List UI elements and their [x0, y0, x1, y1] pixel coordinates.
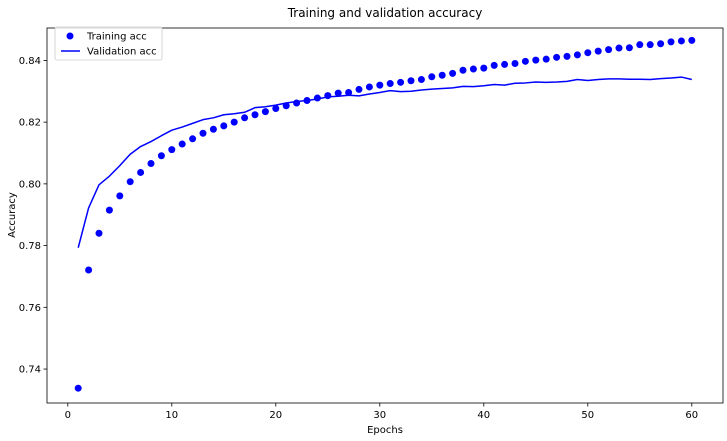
data-point-training — [95, 229, 103, 237]
y-axis: 0.74 0.76 0.78 0.80 0.82 0.84 — [19, 56, 47, 376]
data-point-training — [209, 125, 217, 133]
data-point-training — [511, 59, 519, 67]
data-point-training — [334, 89, 342, 97]
data-point-training — [261, 108, 269, 116]
legend-box — [54, 26, 163, 61]
legend-label-training: Training acc — [86, 32, 147, 43]
data-point-training — [417, 76, 425, 84]
y-tick-label: 0.74 — [19, 365, 41, 376]
data-point-training — [85, 266, 93, 274]
data-point-training — [573, 51, 581, 59]
x-tick-label: 40 — [477, 410, 490, 421]
x-tick-label: 20 — [269, 410, 282, 421]
data-point-training — [459, 66, 467, 74]
y-tick-label: 0.82 — [19, 118, 41, 129]
data-point-training — [438, 71, 446, 79]
data-point-training — [469, 65, 477, 73]
data-point-training — [116, 192, 124, 200]
x-tick-label: 10 — [165, 410, 178, 421]
data-point-training — [272, 105, 280, 113]
data-point-training — [178, 140, 186, 148]
data-point-training — [157, 152, 165, 160]
x-tick-label: 0 — [65, 410, 71, 421]
data-point-training — [542, 55, 550, 63]
legend-marker-training — [66, 32, 74, 40]
data-point-training — [355, 85, 363, 93]
legend-label-validation: Validation acc — [87, 47, 157, 58]
data-point-training — [147, 159, 155, 167]
data-point-training — [397, 78, 405, 86]
series-line-validation — [77, 76, 692, 248]
data-point-training — [605, 46, 613, 54]
plot-frame — [46, 27, 724, 404]
data-point-training — [490, 61, 498, 69]
data-point-training — [521, 57, 529, 65]
x-axis-title: Epochs — [367, 425, 403, 436]
chart-title: Training and validation accuracy — [287, 6, 483, 20]
y-tick-label: 0.76 — [19, 303, 41, 314]
data-point-training — [532, 56, 540, 64]
data-point-training — [199, 129, 207, 137]
y-tick-label: 0.84 — [19, 56, 41, 67]
data-point-training — [386, 80, 394, 88]
data-point-training — [407, 77, 415, 85]
data-point-training — [241, 114, 249, 122]
x-axis: 0 10 20 30 40 50 60 — [65, 403, 698, 421]
data-point-training — [553, 53, 561, 61]
legend: Training acc Validation acc — [54, 26, 163, 61]
data-point-training — [667, 38, 675, 46]
data-point-training — [501, 60, 509, 68]
data-point-training — [594, 47, 602, 55]
data-point-training — [688, 36, 696, 44]
data-point-training — [449, 69, 457, 77]
data-point-training — [428, 73, 436, 81]
x-tick-label: 50 — [581, 410, 594, 421]
x-tick-label: 30 — [373, 410, 386, 421]
data-point-training — [345, 89, 353, 97]
data-point-training — [376, 81, 384, 89]
data-point-training — [365, 83, 373, 91]
data-point-training — [677, 37, 685, 45]
x-tick-label: 60 — [685, 410, 698, 421]
y-axis-title: Accuracy — [7, 192, 18, 238]
data-point-training — [251, 111, 259, 119]
data-point-training — [615, 44, 623, 52]
data-point-training — [189, 135, 197, 143]
data-point-training — [230, 118, 238, 126]
data-point-training — [657, 40, 665, 48]
y-tick-label: 0.80 — [19, 179, 41, 190]
data-point-training — [220, 122, 228, 130]
data-point-training — [646, 41, 654, 49]
data-point-training — [74, 384, 82, 392]
data-point-training — [584, 49, 592, 57]
plot-area — [46, 27, 724, 404]
data-point-training — [563, 52, 571, 60]
data-point-training — [636, 41, 644, 49]
data-point-training — [168, 146, 176, 154]
y-tick-label: 0.78 — [19, 241, 41, 252]
data-point-training — [480, 64, 488, 72]
data-point-training — [126, 178, 134, 186]
series-layer — [74, 36, 696, 392]
data-point-training — [137, 168, 145, 176]
data-point-training — [105, 206, 113, 214]
data-point-training — [625, 44, 633, 52]
